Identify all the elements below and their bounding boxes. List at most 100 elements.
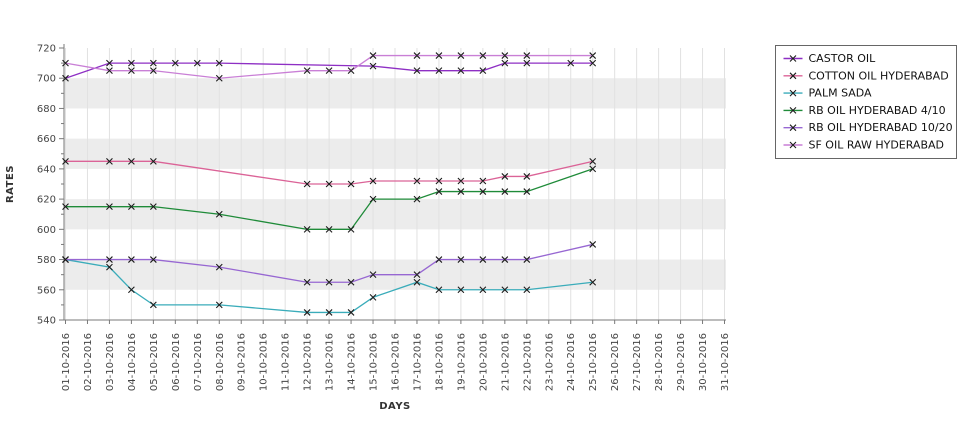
x-tick-label: 26-10-2016 (610, 333, 621, 391)
y-tick-label: 720 (37, 44, 56, 55)
x-tick-label-group: 14-10-2016 (347, 333, 358, 391)
x-tick-label: 20-10-2016 (478, 333, 489, 391)
x-tick-label-group: 06-10-2016 (171, 333, 182, 391)
x-tick-label: 02-10-2016 (83, 333, 94, 391)
x-tick-label: 15-10-2016 (369, 333, 380, 391)
legend-item-label: RB OIL HYDERABAD 4/10 (809, 104, 946, 117)
x-tick-label-group: 22-10-2016 (522, 333, 533, 391)
y-axis-title-group: RATES (5, 165, 16, 203)
x-tick-label: 31-10-2016 (720, 333, 731, 391)
x-tick-label: 22-10-2016 (522, 333, 533, 391)
x-tick-label: 05-10-2016 (149, 333, 160, 391)
legend-item: PALM SADA (783, 87, 873, 100)
series-markers-rb-oil-hyderabad-10-20 (62, 241, 597, 286)
x-tick-label: 23-10-2016 (544, 333, 555, 391)
x-tick-label-group: 04-10-2016 (127, 333, 138, 391)
x-tick-label-group: 30-10-2016 (698, 333, 709, 391)
x-tick-label-group: 05-10-2016 (149, 333, 160, 391)
x-tick-label: 18-10-2016 (434, 333, 445, 391)
x-tick-label: 28-10-2016 (654, 333, 665, 391)
y-tick-label: 580 (37, 255, 56, 266)
x-tick-label: 12-10-2016 (303, 333, 314, 391)
legend-item: COTTON OIL HYDERABAD (783, 69, 949, 82)
y-tick-label: 620 (37, 195, 56, 206)
series-line-rb-oil-hyderabad-4-10 (65, 168, 593, 230)
x-tick-label: 24-10-2016 (566, 333, 577, 391)
legend-x-marker-icon (789, 124, 797, 132)
x-tick-label: 21-10-2016 (500, 333, 511, 391)
x-tick-label-group: 15-10-2016 (369, 333, 380, 391)
series-markers-cotton-oil-hyderabad (62, 157, 597, 188)
x-tick-label-group: 31-10-2016 (720, 333, 731, 391)
series-line-rb-oil-hyderabad-10-20 (65, 243, 593, 283)
x-tick-label: 29-10-2016 (676, 333, 687, 391)
x-tick-label: 30-10-2016 (698, 333, 709, 391)
x-tick-label-group: 21-10-2016 (500, 333, 511, 391)
y-tick-label: 540 (37, 316, 56, 327)
series-markers-castor-oil (62, 59, 597, 82)
x-tick-label-group: 11-10-2016 (281, 333, 292, 391)
x-tick-label-group: 08-10-2016 (215, 333, 226, 391)
x-tick-label-group: 17-10-2016 (412, 333, 423, 391)
x-tick-label: 16-10-2016 (391, 333, 402, 391)
legend-x-marker-icon (789, 107, 797, 114)
x-tick-label-group: 12-10-2016 (303, 333, 314, 391)
x-tick-label-group: 07-10-2016 (193, 333, 204, 391)
legend-item-label: RB OIL HYDERABAD 10/20 (809, 121, 953, 134)
y-axis-title: RATES (5, 165, 16, 203)
y-tick-label: 560 (37, 285, 56, 296)
x-tick-label: 07-10-2016 (193, 333, 204, 391)
y-tick-label: 600 (37, 225, 56, 236)
series-line-castor-oil (65, 62, 593, 79)
legend-box (775, 45, 957, 159)
x-tick-label: 17-10-2016 (412, 333, 423, 391)
legend-item: SF OIL RAW HYDERABAD (783, 139, 945, 152)
legend-x-marker-icon (789, 72, 797, 80)
x-tick-label-group: 13-10-2016 (325, 333, 336, 391)
x-tick-label: 27-10-2016 (632, 333, 643, 391)
legend-item-label: SF OIL RAW HYDERABAD (809, 139, 945, 152)
x-tick-label: 25-10-2016 (588, 333, 599, 391)
x-tick-label: 09-10-2016 (237, 333, 248, 391)
y-tick-label: 700 (37, 74, 56, 85)
x-tick-label: 03-10-2016 (105, 333, 116, 391)
x-tick-label-group: 01-10-2016 (61, 333, 72, 391)
legend-item-label: PALM SADA (809, 87, 873, 100)
x-tick-label-group: 24-10-2016 (566, 333, 577, 391)
x-tick-label: 14-10-2016 (347, 333, 358, 391)
x-tick-label-group: 23-10-2016 (544, 333, 555, 391)
x-tick-label-group: 26-10-2016 (610, 333, 621, 391)
x-tick-label: 08-10-2016 (215, 333, 226, 391)
legend-item-label: COTTON OIL HYDERABAD (809, 69, 949, 82)
x-tick-label-group: 19-10-2016 (456, 333, 467, 391)
series-markers-sf-oil-raw-hyderabad (62, 52, 597, 82)
legend-item: RB OIL HYDERABAD 10/20 (783, 121, 953, 134)
x-tick-label: 19-10-2016 (456, 333, 467, 391)
legend-x-marker-icon (789, 55, 797, 62)
x-tick-label-group: 18-10-2016 (434, 333, 445, 391)
legend-item: RB OIL HYDERABAD 4/10 (783, 104, 946, 117)
x-tick-label: 01-10-2016 (61, 333, 72, 391)
x-tick-label-group: 28-10-2016 (654, 333, 665, 391)
x-tick-label-group: 02-10-2016 (83, 333, 94, 391)
legend-x-marker-icon (789, 89, 797, 97)
x-tick-label-group: 03-10-2016 (105, 333, 116, 391)
x-tick-label-group: 20-10-2016 (478, 333, 489, 391)
x-tick-label-group: 16-10-2016 (391, 333, 402, 391)
x-tick-label: 11-10-2016 (281, 333, 292, 391)
x-tick-label-group: 09-10-2016 (237, 333, 248, 391)
x-tick-label: 04-10-2016 (127, 333, 138, 391)
x-tick-label-group: 27-10-2016 (632, 333, 643, 391)
x-axis-title: DAYS (379, 401, 411, 412)
x-tick-label: 06-10-2016 (171, 333, 182, 391)
y-tick-label: 660 (37, 134, 56, 145)
x-tick-label-group: 29-10-2016 (676, 333, 687, 391)
y-tick-label: 640 (37, 164, 56, 175)
x-tick-label: 10-10-2016 (259, 333, 270, 391)
legend-x-marker-icon (789, 141, 797, 149)
series-markers-rb-oil-hyderabad-4-10 (62, 165, 597, 233)
x-tick-label-group: 25-10-2016 (588, 333, 599, 391)
legend-item-label: CASTOR OIL (809, 52, 877, 65)
